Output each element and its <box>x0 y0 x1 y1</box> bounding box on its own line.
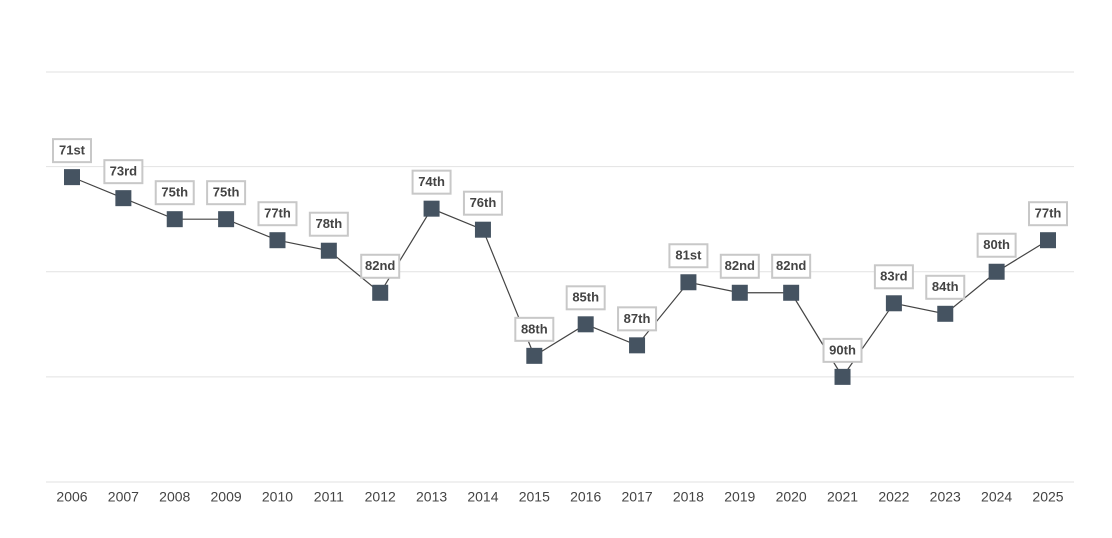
marker <box>526 347 543 364</box>
value-label: 87th <box>624 311 651 326</box>
x-tick-label: 2009 <box>211 489 242 505</box>
value-label: 82nd <box>365 258 395 273</box>
value-label-box <box>1028 201 1068 227</box>
value-label-box <box>154 180 195 206</box>
value-label: 71st <box>59 143 86 158</box>
value-label: 73rd <box>110 164 138 179</box>
marker <box>834 368 851 385</box>
value-label: 90th <box>829 342 856 357</box>
x-tick-label: 2021 <box>827 489 858 505</box>
value-label-box <box>873 264 914 290</box>
x-tick-label: 2015 <box>519 489 550 505</box>
x-tick-label: 2023 <box>930 489 961 505</box>
x-tick-label: 2018 <box>673 489 704 505</box>
value-label-box <box>976 232 1017 258</box>
value-label-box <box>52 138 92 164</box>
value-label-box <box>308 211 349 237</box>
x-tick-label: 2019 <box>724 489 755 505</box>
value-label: 74th <box>418 174 445 189</box>
value-label-box <box>565 285 606 311</box>
x-tick-label: 2017 <box>621 489 652 505</box>
marker <box>577 316 594 333</box>
x-tick-label: 2008 <box>159 489 190 505</box>
value-label: 85th <box>572 290 599 305</box>
marker <box>64 169 80 186</box>
value-label-box <box>925 274 966 300</box>
value-label-box <box>822 337 863 363</box>
marker <box>783 284 800 301</box>
marker <box>885 295 902 312</box>
value-label-box <box>411 169 452 195</box>
value-label: 78th <box>315 216 342 231</box>
x-tick-label: 2007 <box>108 489 139 505</box>
marker <box>988 263 1005 280</box>
marker <box>218 211 235 228</box>
line <box>71 176 1049 378</box>
x-tick-label: 2011 <box>314 489 344 505</box>
marker <box>1040 232 1056 249</box>
value-label-box <box>617 306 658 332</box>
x-tick-label: 2024 <box>981 489 1012 505</box>
x-tick-label: 2022 <box>878 489 909 505</box>
value-label-box <box>668 243 709 269</box>
value-label-box <box>257 201 298 227</box>
value-label-box <box>206 180 247 206</box>
value-label-box <box>103 159 144 185</box>
value-label-box <box>719 253 760 279</box>
x-tick-label: 2016 <box>570 489 601 505</box>
x-tick-label: 2013 <box>416 489 447 505</box>
marker <box>115 190 132 207</box>
value-label: 84th <box>932 279 959 294</box>
marker <box>937 305 954 322</box>
value-label: 76th <box>470 195 497 210</box>
marker <box>423 200 440 217</box>
marker <box>320 242 337 259</box>
marker <box>731 284 748 301</box>
marker <box>474 221 491 238</box>
value-label: 83rd <box>880 269 908 284</box>
value-label-box <box>462 190 503 216</box>
value-label: 75th <box>213 185 240 200</box>
x-tick-label: 2025 <box>1032 489 1063 505</box>
value-label: 88th <box>521 321 548 336</box>
value-label: 77th <box>264 206 291 221</box>
x-tick-label: 2020 <box>776 489 807 505</box>
value-label: 75th <box>161 185 188 200</box>
value-label: 82nd <box>725 258 755 273</box>
marker <box>372 284 389 301</box>
value-label: 77th <box>1035 206 1062 221</box>
value-label: 82nd <box>776 258 806 273</box>
x-tick-label: 2012 <box>365 489 396 505</box>
marker <box>166 211 183 228</box>
x-tick-label: 2006 <box>56 489 87 505</box>
marker <box>269 232 286 249</box>
value-label-box <box>360 253 401 279</box>
marker <box>629 337 646 354</box>
value-label: 80th <box>983 237 1010 252</box>
x-tick-label: 2014 <box>467 489 498 505</box>
value-label-box <box>771 253 812 279</box>
value-label-box <box>514 316 555 342</box>
x-tick-label: 2010 <box>262 489 293 505</box>
marker <box>680 274 697 291</box>
value-label: 81st <box>675 248 702 263</box>
